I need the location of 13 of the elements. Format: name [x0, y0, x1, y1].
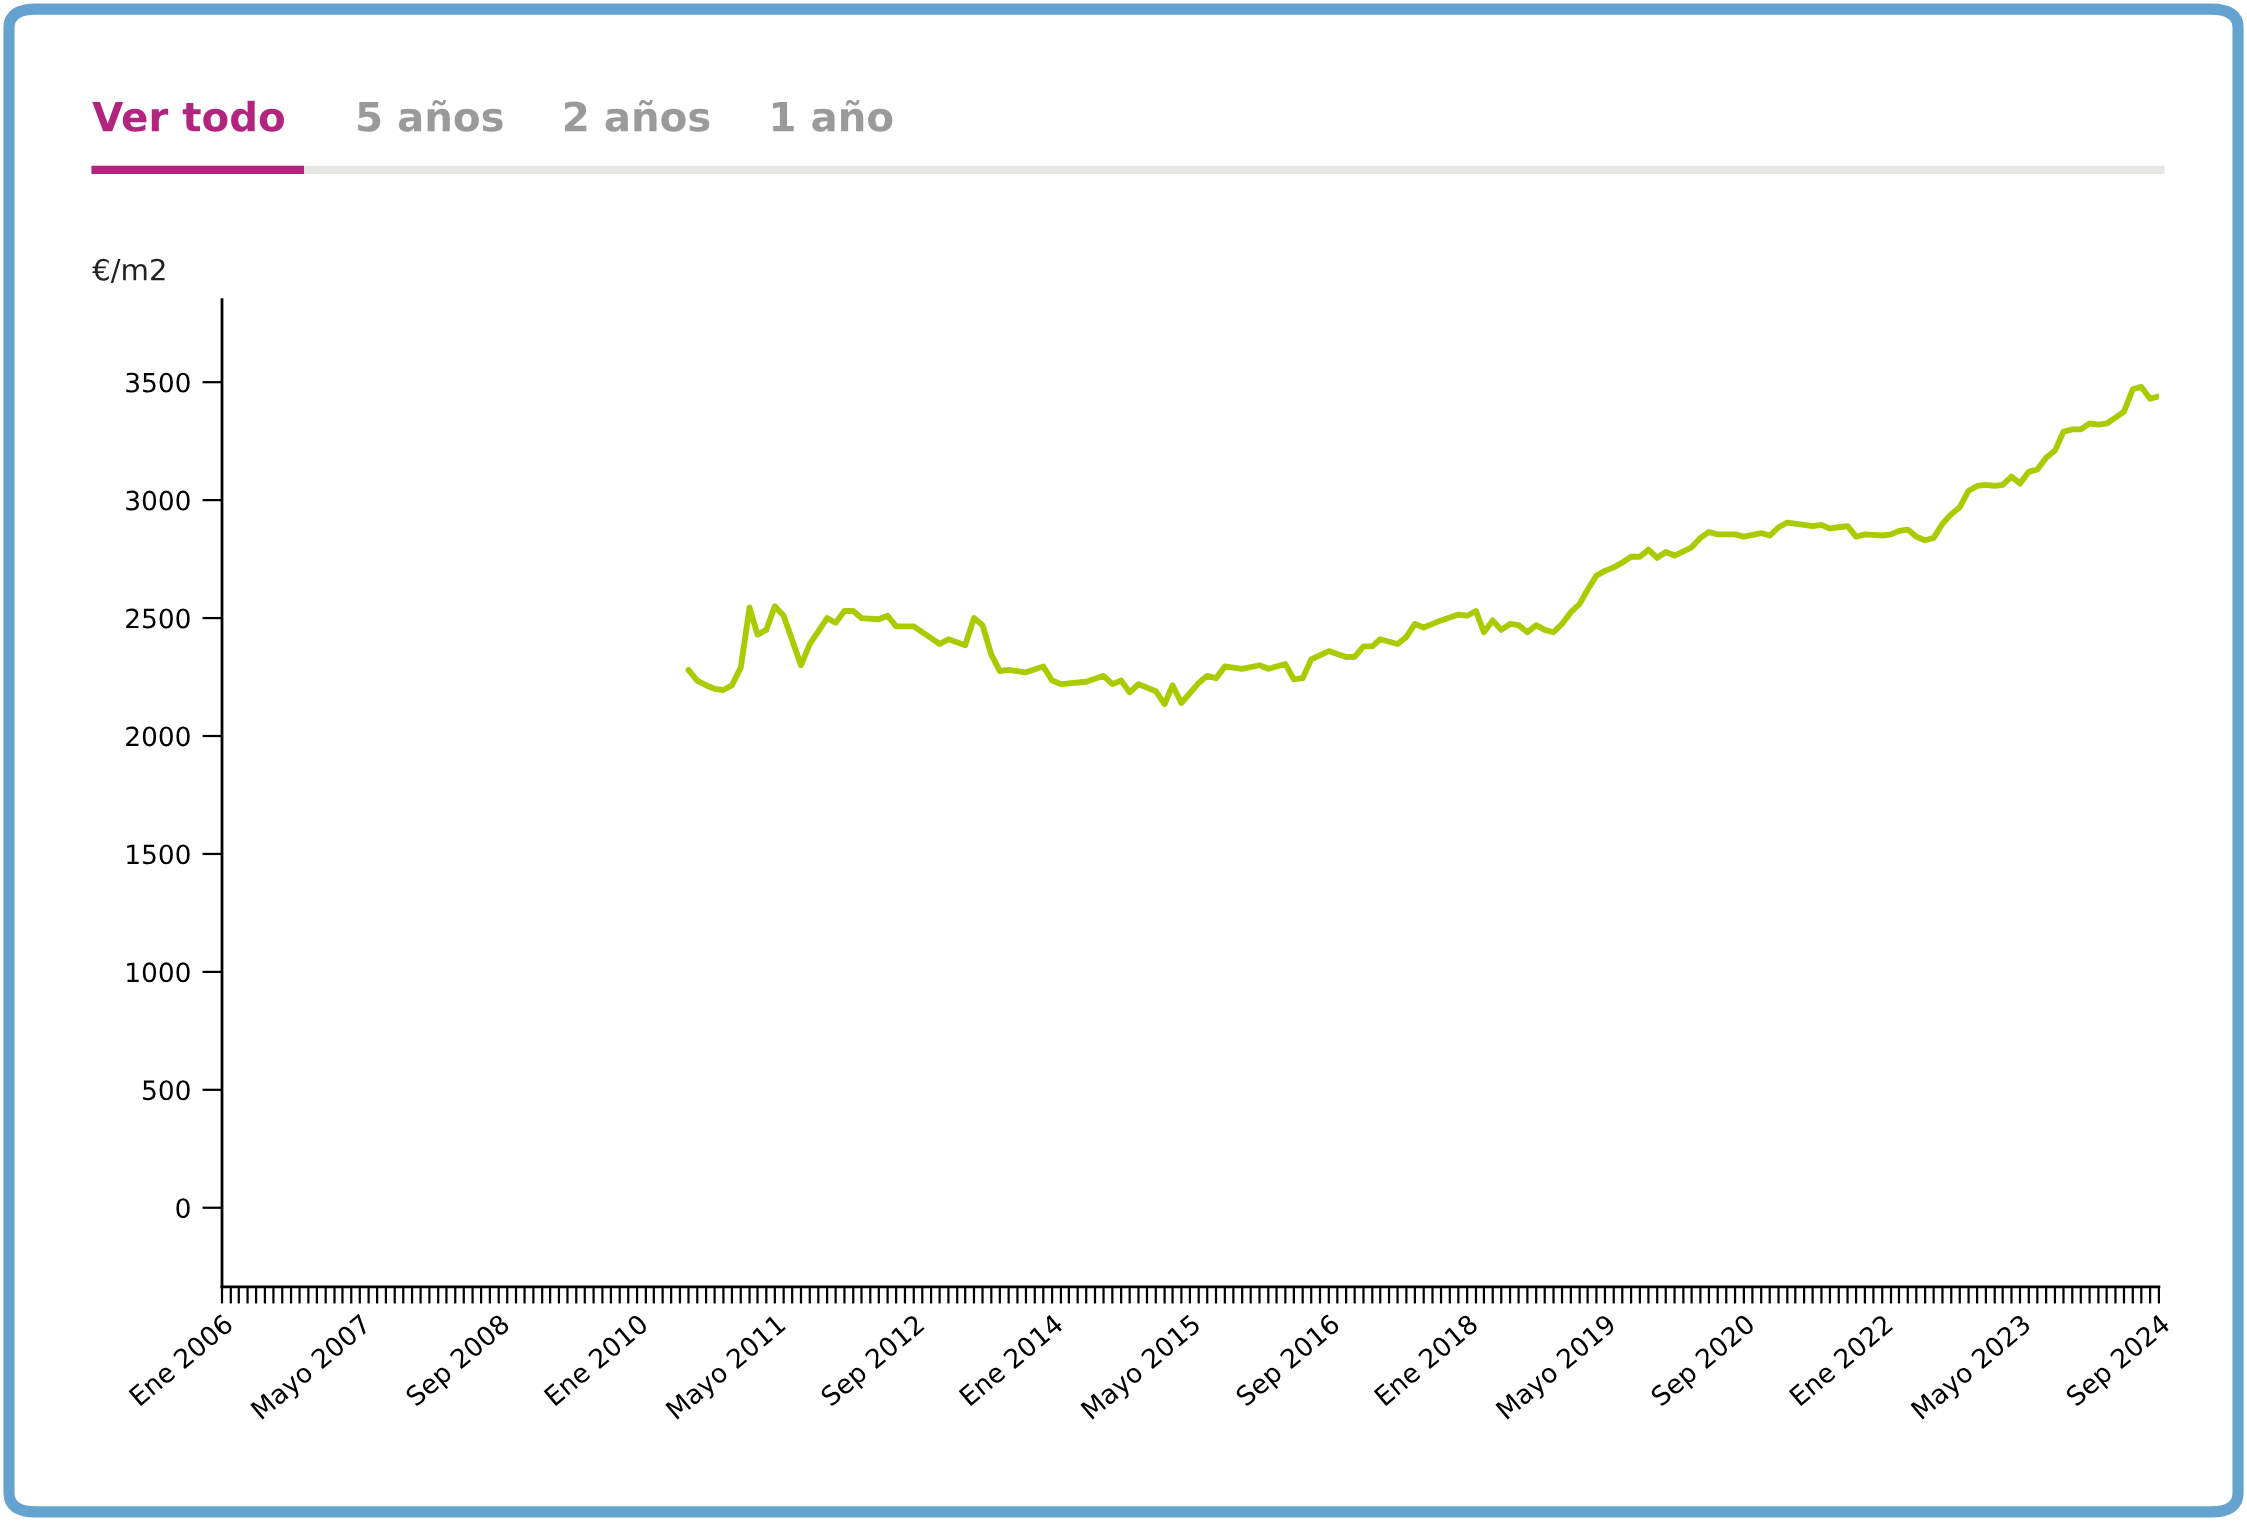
y-tick-label: 0 [176, 1198, 190, 1219]
text: 5 años [358, 99, 503, 132]
y-tick-label: 500 [143, 1080, 190, 1101]
y-tick-label: 3500 [126, 372, 190, 393]
y-tick-label: 1000 [127, 962, 190, 983]
text: 1 año [773, 99, 893, 132]
y-tick-label: 2500 [126, 608, 190, 629]
y-tick-label: 1500 [127, 844, 190, 865]
text: 2 años [564, 99, 710, 132]
y-tick-label: 3000 [126, 490, 190, 511]
y-tick-label: 2000 [126, 726, 190, 747]
y-axis-title: €/m2 [92, 258, 165, 284]
text: Ver todo [92, 100, 284, 132]
